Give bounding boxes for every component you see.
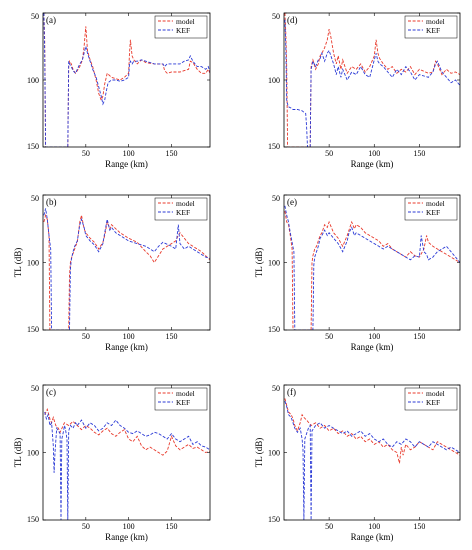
panel-label: (d)	[287, 15, 298, 25]
y-tick-label: 100	[27, 76, 39, 85]
x-tick-label: 100	[123, 332, 135, 341]
x-tick-label: 150	[165, 522, 177, 531]
x-tick-label: 150	[413, 522, 425, 531]
legend-label-model: model	[176, 17, 195, 26]
legend-label-model: model	[426, 17, 445, 26]
panel-label: (f)	[287, 387, 296, 397]
y-tick-label: 50	[272, 384, 280, 393]
chart-panel: 50 100 150 50 100 150 Range (km) TL (dB) (f) mode…	[254, 384, 461, 542]
x-axis-label: Range (km)	[105, 532, 148, 542]
x-tick-label: 150	[413, 149, 425, 158]
y-tick-label: 150	[268, 325, 280, 334]
series-line-kef	[284, 19, 460, 147]
x-tick-label: 150	[165, 332, 177, 341]
y-tick-label: 50	[272, 12, 280, 21]
x-tick-label: 100	[368, 522, 380, 531]
y-tick-label: 100	[268, 76, 280, 85]
panel-label: (b)	[46, 197, 57, 207]
series-line-model	[43, 213, 210, 330]
legend-label-kef: KEF	[426, 26, 440, 35]
x-tick-label: 50	[82, 149, 90, 158]
chart-panel: 50 100 150 50 100 150 Range (km) TL (dB) (e) mode…	[254, 194, 461, 352]
x-tick-label: 50	[82, 332, 90, 341]
series-line-kef	[44, 411, 210, 520]
series-line-model	[284, 398, 460, 464]
legend-label-kef: KEF	[176, 208, 190, 217]
y-tick-label: 50	[31, 384, 39, 393]
panel-label: (a)	[46, 15, 56, 25]
x-axis-label: Range (km)	[351, 159, 394, 169]
series-line-kef	[284, 401, 460, 520]
series-line-kef	[43, 13, 210, 147]
legend-label-model: model	[426, 199, 445, 208]
y-tick-label: 100	[27, 259, 39, 268]
y-tick-label: 100	[27, 449, 39, 458]
series-line-kef	[43, 208, 210, 330]
x-tick-label: 150	[413, 332, 425, 341]
x-tick-label: 100	[123, 522, 135, 531]
series-line-model	[284, 13, 460, 147]
x-tick-label: 100	[368, 149, 380, 158]
y-axis-label: TL (dB)	[254, 248, 264, 277]
y-tick-label: 100	[268, 449, 280, 458]
y-tick-label: 150	[27, 325, 39, 334]
y-axis-label: TL (dB)	[13, 438, 23, 467]
legend-label-model: model	[176, 199, 195, 208]
x-tick-label: 50	[82, 522, 90, 531]
y-tick-label: 50	[31, 12, 39, 21]
y-axis-label: TL (dB)	[254, 438, 264, 467]
legend-label-kef: KEF	[426, 208, 440, 217]
x-axis-label: Range (km)	[105, 342, 148, 352]
x-tick-label: 150	[165, 149, 177, 158]
y-tick-label: 50	[31, 194, 39, 203]
y-tick-label: 150	[27, 515, 39, 524]
y-tick-label: 150	[268, 142, 280, 151]
x-axis-label: Range (km)	[351, 342, 394, 352]
x-tick-label: 50	[325, 522, 333, 531]
x-axis-label: Range (km)	[105, 159, 148, 169]
legend-label-kef: KEF	[176, 398, 190, 407]
legend-label-kef: KEF	[176, 26, 190, 35]
y-axis-label: TL (dB)	[13, 248, 23, 277]
y-tick-label: 150	[27, 142, 39, 151]
series-line-kef	[284, 205, 460, 330]
x-tick-label: 100	[123, 149, 135, 158]
x-tick-label: 50	[325, 332, 333, 341]
x-axis-label: Range (km)	[351, 532, 394, 542]
panel-label: (c)	[46, 387, 56, 397]
chart-panel: 50 100 150 50 100 150 Range (km) TL (dB) (b) mode…	[13, 194, 211, 352]
panel-label: (e)	[287, 197, 297, 207]
x-tick-label: 50	[325, 149, 333, 158]
legend-label-model: model	[176, 389, 195, 398]
chart-panel: 50 100 150 50 100 150 Range (km) TL (dB) (c) mode…	[13, 384, 211, 542]
y-tick-label: 150	[268, 515, 280, 524]
series-line-model	[43, 13, 210, 147]
y-tick-label: 50	[272, 194, 280, 203]
series-line-model	[44, 408, 210, 456]
x-tick-label: 100	[368, 332, 380, 341]
legend-label-model: model	[426, 389, 445, 398]
series-line-model	[284, 211, 460, 330]
y-tick-label: 100	[268, 259, 280, 268]
legend-label-kef: KEF	[426, 398, 440, 407]
